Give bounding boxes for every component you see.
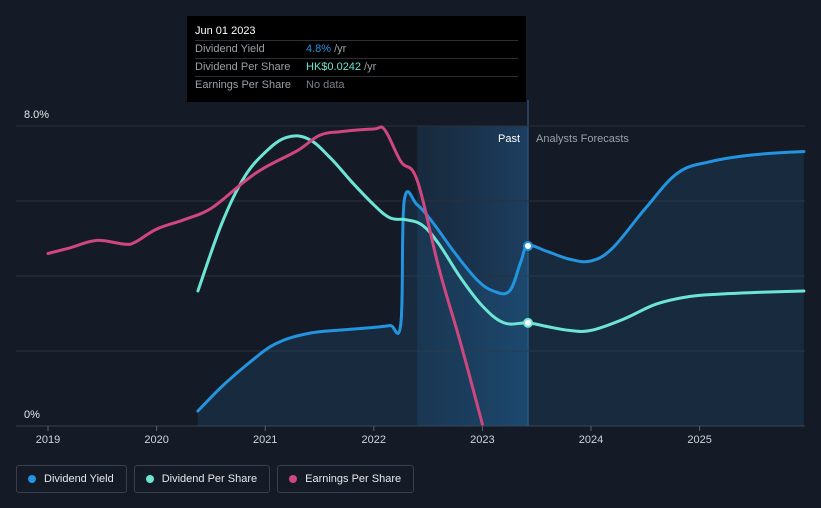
tooltip-unit: /yr <box>364 61 377 73</box>
x-tick-label: 2022 <box>362 434 386 446</box>
tooltip-row-dividend-per-share: Dividend Per Share HK$0.0242 /yr <box>195 59 518 77</box>
x-tick-label: 2020 <box>144 434 168 446</box>
y-axis-top-label: 8.0% <box>24 109 49 121</box>
legend-label: Earnings Per Share <box>305 473 402 485</box>
legend: Dividend Yield Dividend Per Share Earnin… <box>16 465 415 493</box>
y-axis-bottom-label: 0% <box>24 409 40 421</box>
dividend-per-share-line <box>196 134 806 333</box>
x-tick-label: 2019 <box>36 434 60 446</box>
tooltip-value: HK$0.0242 <box>306 61 362 73</box>
past-label: Past <box>498 133 520 145</box>
tooltip-value: 4.8% <box>306 43 332 55</box>
x-tick-label: 2023 <box>470 434 494 446</box>
forecast-label: Analysts Forecasts <box>536 133 629 145</box>
legend-dot-icon <box>289 475 298 483</box>
tooltip-label: Earnings Per Share <box>195 79 291 91</box>
x-tick-label: 2025 <box>687 434 711 446</box>
tooltip: Jun 01 2023 Dividend Yield 4.8% /yr Divi… <box>187 16 526 102</box>
legend-dot-icon <box>145 475 154 483</box>
tooltip-unit: /yr <box>334 43 347 55</box>
legend-dot-icon <box>28 475 36 483</box>
legend-item-earnings-per-share[interactable]: Earnings Per Share <box>277 465 415 493</box>
legend-label: Dividend Yield <box>44 473 114 485</box>
earnings-per-share-line <box>46 125 484 426</box>
dividend-yield-marker <box>523 241 534 251</box>
tooltip-row-dividend-yield: Dividend Yield 4.8% /yr <box>195 41 518 59</box>
x-tick-label: 2021 <box>253 434 277 446</box>
tooltip-date: Jun 01 2023 <box>195 22 518 41</box>
dividend-yield-area <box>197 151 804 426</box>
tooltip-label: Dividend Yield <box>195 43 265 55</box>
legend-item-dividend-per-share[interactable]: Dividend Per Share <box>133 465 271 493</box>
dividend-yield-line <box>196 150 806 413</box>
x-tick-label: 2024 <box>579 434 603 446</box>
legend-item-dividend-yield[interactable]: Dividend Yield <box>16 465 127 493</box>
tooltip-value: No data <box>306 79 345 91</box>
tooltip-label: Dividend Per Share <box>195 61 291 73</box>
tooltip-row-earnings-per-share: Earnings Per Share No data <box>195 77 518 94</box>
legend-label: Dividend Per Share <box>161 473 258 485</box>
dividend-per-share-marker <box>523 317 534 328</box>
